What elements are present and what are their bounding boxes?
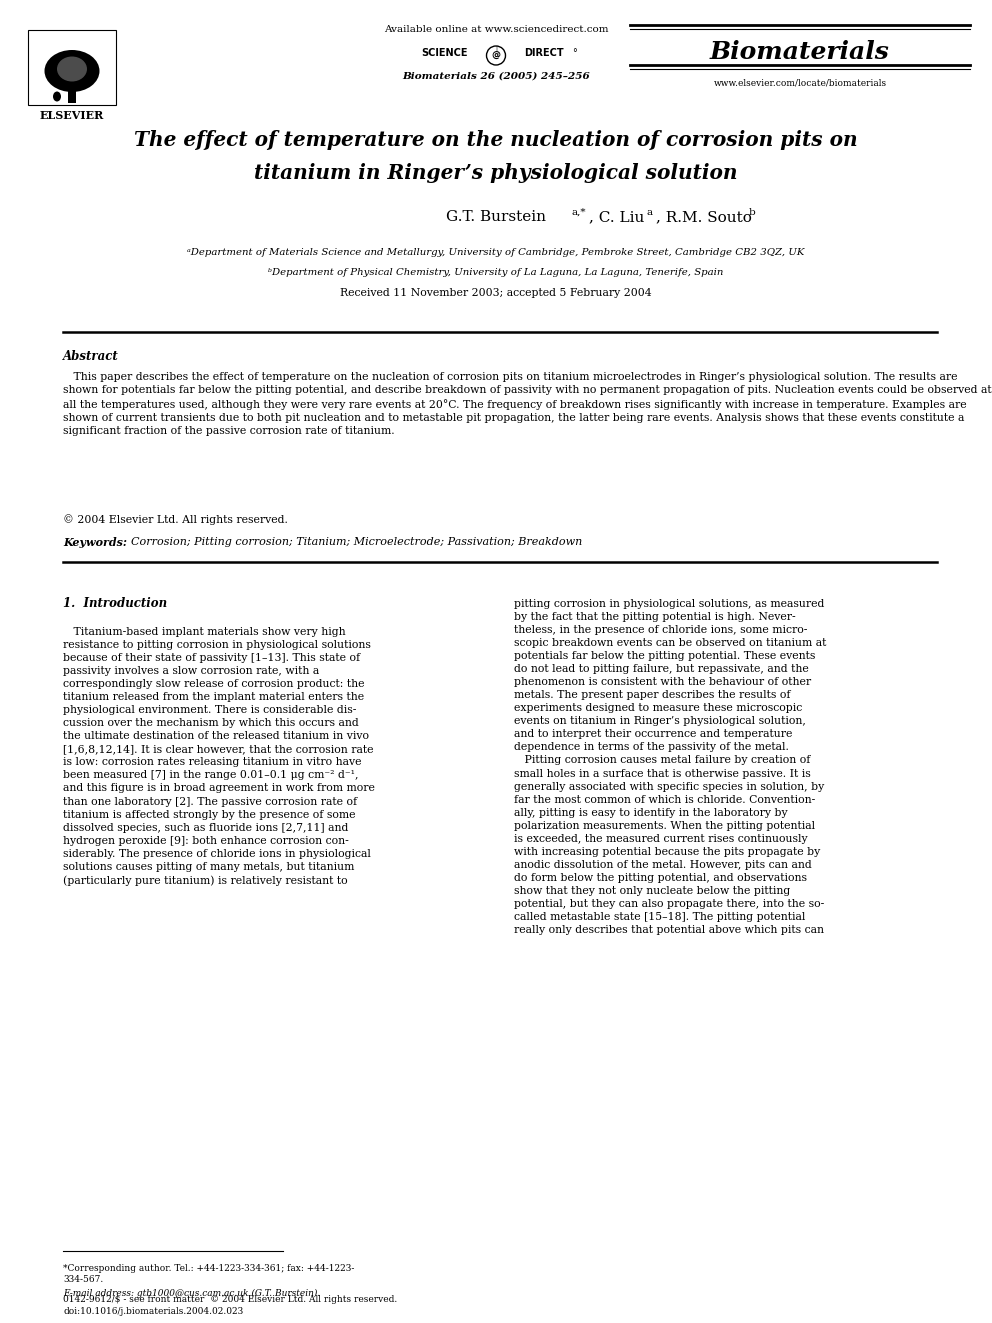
Text: Abstract: Abstract [63,351,119,363]
Text: *Corresponding author. Tel.: +44-1223-334-361; fax: +44-1223-
334-567.: *Corresponding author. Tel.: +44-1223-33… [63,1263,354,1285]
Text: @: @ [491,52,501,61]
Text: 1.  Introduction: 1. Introduction [63,597,167,610]
Text: © 2004 Elsevier Ltd. All rights reserved.: © 2004 Elsevier Ltd. All rights reserved… [63,515,288,525]
Bar [68,91,76,103]
Text: , C. Liu: , C. Liu [589,210,645,224]
Text: °: ° [572,48,576,58]
Text: The effect of temperature on the nucleation of corrosion pits on: The effect of temperature on the nucleat… [134,130,858,149]
Bar [28,30,116,105]
Text: Corrosion; Pitting corrosion; Titanium; Microelectrode; Passivation; Breakdown: Corrosion; Pitting corrosion; Titanium; … [131,537,582,546]
Text: b: b [749,208,756,217]
Ellipse shape [57,57,87,82]
Text: www.elsevier.com/locate/biomaterials: www.elsevier.com/locate/biomaterials [713,79,887,89]
Text: pitting corrosion in physiological solutions, as measured
by the fact that the p: pitting corrosion in physiological solut… [514,599,826,935]
Text: Available online at www.sciencedirect.com: Available online at www.sciencedirect.co… [384,25,608,34]
Text: G.T. Burstein: G.T. Burstein [446,210,546,224]
Text: ELSEVIER: ELSEVIER [40,110,104,120]
Text: titanium in Ringer’s physiological solution: titanium in Ringer’s physiological solut… [254,163,738,183]
Text: This paper describes the effect of temperature on the nucleation of corrosion pi: This paper describes the effect of tempe… [63,372,992,437]
Text: , R.M. Souto: , R.M. Souto [656,210,752,224]
Ellipse shape [45,50,99,93]
Text: Titanium-based implant materials show very high
resistance to pitting corrosion : Titanium-based implant materials show ve… [63,627,375,885]
Text: E-mail address: gtb1000@cus.cam.ac.uk (G.T. Burstein).: E-mail address: gtb1000@cus.cam.ac.uk (G… [63,1289,320,1298]
Text: a: a [646,208,652,217]
Text: 0142-9612/$ - see front matter  © 2004 Elsevier Ltd. All rights reserved.
doi:10: 0142-9612/$ - see front matter © 2004 El… [63,1295,397,1316]
Text: Keywords:: Keywords: [63,537,131,548]
Text: Biomaterials: Biomaterials [710,40,890,64]
Text: a,*: a,* [571,208,585,217]
Text: DIRECT: DIRECT [524,48,563,58]
Text: Biomaterials 26 (2005) 245–256: Biomaterials 26 (2005) 245–256 [402,71,590,81]
Ellipse shape [53,91,61,102]
Text: ᵇDepartment of Physical Chemistry, University of La Laguna, La Laguna, Tenerife,: ᵇDepartment of Physical Chemistry, Unive… [268,267,724,277]
Text: ᵃDepartment of Materials Science and Metallurgy, University of Cambridge, Pembro: ᵃDepartment of Materials Science and Met… [187,247,805,257]
Text: SCIENCE: SCIENCE [422,48,468,58]
Text: |: | [495,46,498,52]
Text: Received 11 November 2003; accepted 5 February 2004: Received 11 November 2003; accepted 5 Fe… [340,288,652,298]
